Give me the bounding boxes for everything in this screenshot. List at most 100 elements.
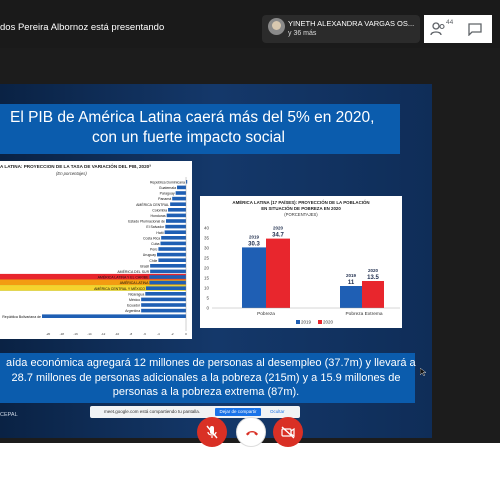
people-icon xyxy=(430,22,445,36)
poverty-chart-title-line2: EN SITUACIÓN DE POBREZA EN 2020 xyxy=(261,206,341,211)
gdp-bar xyxy=(150,269,186,274)
slide-summary-band: aída económica agregará 12 millones de p… xyxy=(0,353,416,403)
category-label: Ecuador xyxy=(127,304,141,308)
x-tick-label: -2 xyxy=(171,332,174,336)
category-label: Paraguay xyxy=(160,192,175,196)
category-label: Argentina xyxy=(125,309,140,313)
category-label: Nicaragua xyxy=(128,292,144,296)
poverty-bar xyxy=(266,238,290,308)
hang-up-button[interactable] xyxy=(236,417,266,447)
data-label: 30.3 xyxy=(248,241,260,247)
x-tick-label: -20 xyxy=(46,332,51,336)
gdp-bar xyxy=(165,219,186,223)
x-tick-label: -6 xyxy=(143,332,146,336)
gdp-bar xyxy=(158,258,186,262)
x-tick-label: -4 xyxy=(157,332,160,336)
gdp-bar xyxy=(145,286,186,290)
x-tick-label: -8 xyxy=(129,332,132,336)
share-notice-text: meet.google.com está compartiendo tu pan… xyxy=(104,409,201,414)
category-label: AMÉRICA LATINA Y EL CARIBE xyxy=(98,275,149,280)
category-label: AMÉRICA LATINA xyxy=(120,280,149,285)
category-label: Perú xyxy=(150,248,157,252)
category-label: Haití xyxy=(156,231,163,235)
camera-off-icon xyxy=(281,426,295,439)
category-label: AMÉRICA CENTRAL xyxy=(136,202,169,207)
category-label: Pobreza Extrema xyxy=(345,311,382,317)
people-button[interactable]: 44 xyxy=(424,15,458,43)
category-label: Colombia xyxy=(152,208,167,212)
poverty-chart: 0 5 10 15 20 25 30 35 40 30.3 2019 34.7 2020 Pobreza 1… xyxy=(204,226,400,325)
gdp-bar xyxy=(172,196,186,201)
gdp-bar xyxy=(141,308,186,313)
category-label: AMÉRICA CENTRAL Y MÉXICO xyxy=(94,286,145,291)
gdp-bar xyxy=(141,303,186,307)
poverty-chart-subtitle: (PORCENTAJES) xyxy=(284,212,318,217)
gdp-bar xyxy=(160,241,186,246)
legend-label: 2020 xyxy=(323,320,334,325)
participant-more: y 36 más xyxy=(288,30,317,37)
gdp-bar xyxy=(149,280,186,285)
gdp-bar xyxy=(177,185,186,190)
x-tick-label: -10 xyxy=(115,332,120,336)
poverty-bar xyxy=(242,247,266,308)
slide-title-band: El PIB de América Latina caerá más del 5… xyxy=(0,104,400,154)
legend-swatch xyxy=(296,320,300,324)
data-label: 13.5 xyxy=(367,275,379,281)
stop-sharing-button[interactable]: Dejar de compartir xyxy=(215,408,261,416)
gdp-bar xyxy=(149,275,186,279)
y-tick-label: 5 xyxy=(206,296,209,301)
poverty-bar xyxy=(362,281,384,308)
x-tick-label: -14 xyxy=(87,332,92,336)
category-label: República Bolivariana de xyxy=(2,315,41,319)
poverty-chart-title-line1: AMÉRICA LATINA (17 PAÍSES): PROYECCIÓN D… xyxy=(232,200,370,205)
highlight-band xyxy=(0,279,186,286)
series-year-label: 2019 xyxy=(249,234,260,239)
gdp-chart-title: A LATINA: PROYECCION DE LA TASA DE VARIA… xyxy=(0,164,151,169)
poverty-chart-panel: AMÉRICA LATINA (17 PAÍSES): PROYECCIÓN D… xyxy=(200,196,402,328)
avatar xyxy=(268,18,285,35)
gdp-bar xyxy=(145,292,186,296)
category-label: Uruguay xyxy=(143,253,156,257)
data-label: 11 xyxy=(348,280,355,286)
hide-notice-button[interactable]: Ocultar xyxy=(270,409,285,414)
meet-top-bar: dos Pereira Albornoz está presentando YI… xyxy=(0,0,500,48)
cepal-footer: CEPAL xyxy=(0,412,18,418)
participant-chip[interactable]: YINETH ALEXANDRA VARGAS OS... y 36 más xyxy=(262,15,420,43)
category-label: República Dominicana xyxy=(150,180,185,184)
participant-name: YINETH ALEXANDRA VARGAS OS... xyxy=(288,19,415,28)
summary-line2: 28.7 millones de personas adicionales a … xyxy=(11,372,401,384)
x-tick-label: -16 xyxy=(73,332,78,336)
category-label: El Salvador xyxy=(146,225,165,229)
y-tick-label: 0 xyxy=(206,306,209,311)
category-label: Costa Rica xyxy=(143,236,160,240)
summary-line1: aída económica agregará 12 millones de p… xyxy=(6,357,416,369)
gdp-bar xyxy=(186,180,188,184)
gdp-bar xyxy=(168,208,186,212)
y-tick-label: 40 xyxy=(204,226,210,231)
category-label: Cuba xyxy=(151,242,159,246)
category-label: Honduras xyxy=(150,214,165,218)
slide-title-line1: El PIB de América Latina caerá más del 5… xyxy=(10,109,375,126)
mic-off-icon xyxy=(206,425,218,439)
chat-button[interactable] xyxy=(458,15,492,43)
gdp-bar xyxy=(164,230,186,234)
meet-controls-bar xyxy=(0,443,500,500)
category-label: Pobreza xyxy=(257,311,275,317)
microphone-toggle-button[interactable] xyxy=(197,417,227,447)
gdp-bar xyxy=(150,264,186,268)
camera-toggle-button[interactable] xyxy=(273,417,303,447)
legend-label: 2019 xyxy=(301,320,312,325)
highlight-band xyxy=(0,273,186,280)
x-tick-label: -18 xyxy=(60,332,65,336)
mouse-cursor-icon xyxy=(420,368,426,376)
y-tick-label: 15 xyxy=(204,276,210,281)
y-tick-label: 30 xyxy=(204,246,210,251)
category-label: Chile xyxy=(149,259,157,263)
category-label: México xyxy=(129,298,140,302)
gdp-chart-subtitle: (En porcentajes) xyxy=(56,171,87,176)
series-year-label: 2019 xyxy=(346,273,357,278)
category-label: Panamá xyxy=(158,197,171,201)
category-label: Estado Plurinacional de xyxy=(128,220,165,224)
gdp-bar xyxy=(157,252,186,257)
gdp-bar xyxy=(166,213,186,218)
